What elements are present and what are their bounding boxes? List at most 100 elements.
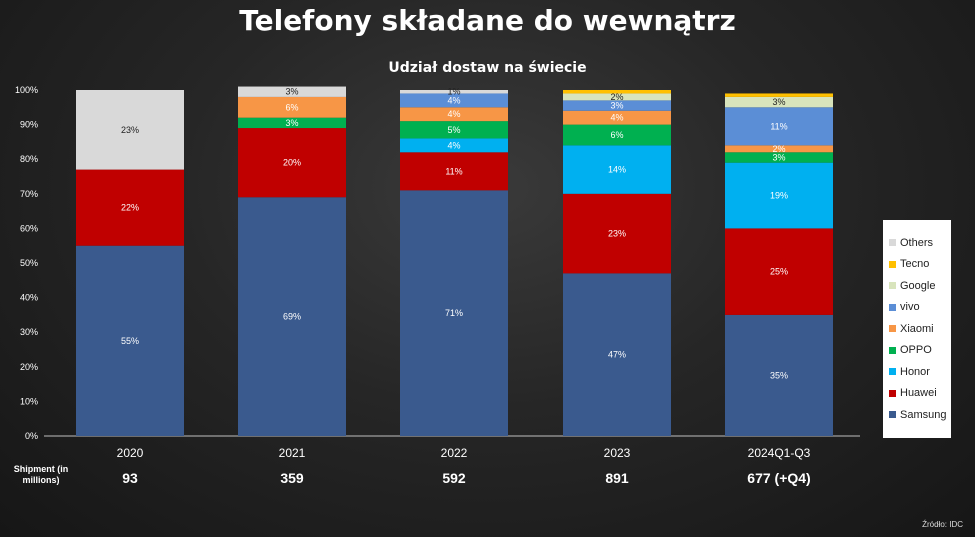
data-label: 2% xyxy=(610,92,623,102)
bar-segment-oppo xyxy=(238,117,346,129)
legend-label: vivo xyxy=(900,301,920,314)
data-label: 35% xyxy=(770,370,788,380)
data-label: 5% xyxy=(447,125,460,135)
legend-label: Xiaomi xyxy=(900,322,934,335)
bar-segment-vivo xyxy=(563,100,671,111)
legend-swatch xyxy=(889,239,896,247)
shipment-value: 359 xyxy=(280,470,304,486)
legend-label: Huawei xyxy=(900,387,937,400)
bar-segment-others xyxy=(400,90,508,94)
shipment-value: 93 xyxy=(122,470,138,486)
y-tick-label: 80% xyxy=(20,154,38,164)
data-label: 22% xyxy=(121,203,139,213)
y-tick-label: 0% xyxy=(25,431,38,441)
data-label: 3% xyxy=(772,152,785,162)
data-label: 3% xyxy=(285,87,298,97)
legend-item: Xiaomi xyxy=(889,318,951,340)
legend-swatch xyxy=(889,389,896,397)
bar-segment-honor xyxy=(725,162,833,229)
bar-segment-others xyxy=(238,86,346,97)
legend-label: Samsung xyxy=(900,408,947,421)
y-tick-label: 20% xyxy=(20,362,38,372)
bar-segment-google xyxy=(725,96,833,108)
data-label: 11% xyxy=(770,121,787,131)
bar-segment-xiaomi xyxy=(400,107,508,122)
bar-segment-oppo xyxy=(400,121,508,139)
bar-segment-huawei xyxy=(238,128,346,198)
data-label: 3% xyxy=(285,118,298,128)
data-label: 2% xyxy=(772,144,785,154)
legend-item: Others xyxy=(889,232,951,254)
bar-segment-huawei xyxy=(563,193,671,274)
bar-segment-oppo xyxy=(563,124,671,146)
data-label: 4% xyxy=(447,109,460,119)
bar-segment-tecno xyxy=(725,93,833,97)
legend: Others Tecno Google vivo Xiaomi OPPO Honor Huaw… xyxy=(883,220,951,438)
bar-segment-honor xyxy=(400,138,508,153)
legend-swatch xyxy=(889,282,896,290)
legend-swatch xyxy=(889,368,896,376)
bar-segment-honor xyxy=(563,145,671,194)
bar-segment-samsung xyxy=(400,190,508,436)
y-tick-label: 30% xyxy=(20,327,38,337)
bar-segment-google xyxy=(563,93,671,101)
legend-item: Samsung xyxy=(889,404,951,426)
data-label: 71% xyxy=(445,308,463,318)
y-tick-label: 90% xyxy=(20,120,38,130)
x-tick-label: 2024Q1-Q3 xyxy=(748,446,811,460)
legend-swatch xyxy=(889,303,896,311)
bar-segment-huawei xyxy=(76,169,184,246)
legend-label: Others xyxy=(900,236,934,249)
data-label: 3% xyxy=(772,97,785,107)
legend-swatch xyxy=(889,411,896,419)
y-tick-label: 10% xyxy=(20,396,38,406)
x-tick-label: 2021 xyxy=(279,446,306,460)
legend-item: Honor xyxy=(889,361,951,383)
data-label: 4% xyxy=(447,95,460,105)
y-tick-label: 70% xyxy=(20,189,38,199)
x-tick-label: 2020 xyxy=(117,446,144,460)
legend-swatch xyxy=(889,325,896,333)
bar-segment-samsung xyxy=(76,245,184,436)
legend-item: Huawei xyxy=(889,383,951,405)
legend-label: Google xyxy=(900,279,936,292)
legend-item: OPPO xyxy=(889,340,951,362)
data-label: 1% xyxy=(447,87,460,97)
data-label: 14% xyxy=(608,165,626,175)
bar-segment-huawei xyxy=(400,152,508,191)
legend-swatch xyxy=(889,260,896,268)
data-label: 69% xyxy=(283,312,301,322)
legend-item: Tecno xyxy=(889,254,951,276)
shipment-value: 592 xyxy=(442,470,466,486)
source-note: Źródło: IDC xyxy=(922,520,963,529)
data-label: 3% xyxy=(610,101,623,111)
bar-segment-xiaomi xyxy=(563,110,671,125)
y-tick-label: 100% xyxy=(15,85,38,95)
bar-segment-oppo xyxy=(725,152,833,163)
bar-segment-tecno xyxy=(563,90,671,94)
data-label: 47% xyxy=(608,350,626,360)
legend-label: Tecno xyxy=(900,258,930,271)
legend-item: Google xyxy=(889,275,951,297)
data-label: 25% xyxy=(770,267,788,277)
bar-segment-xiaomi xyxy=(238,96,346,118)
legend-swatch xyxy=(889,346,896,354)
data-label: 20% xyxy=(283,158,301,168)
bar-segment-xiaomi xyxy=(725,145,833,153)
shipment-label: Shipment (in millions) xyxy=(13,464,69,485)
legend-label: Honor xyxy=(900,365,930,378)
bar-segment-vivo xyxy=(725,107,833,146)
bar-segment-huawei xyxy=(725,228,833,315)
data-label: 19% xyxy=(770,191,788,201)
x-tick-label: 2022 xyxy=(441,446,468,460)
x-tick-label: 2023 xyxy=(604,446,631,460)
data-label: 4% xyxy=(447,140,460,150)
bar-segment-samsung xyxy=(563,273,671,436)
data-label: 4% xyxy=(610,113,623,123)
legend-item: vivo xyxy=(889,297,951,319)
bar-segment-samsung xyxy=(238,197,346,436)
data-label: 23% xyxy=(121,125,139,135)
y-tick-label: 60% xyxy=(20,223,38,233)
bar-segment-vivo xyxy=(400,93,508,108)
chart-subtitle: Udział dostaw na świecie xyxy=(388,60,587,76)
